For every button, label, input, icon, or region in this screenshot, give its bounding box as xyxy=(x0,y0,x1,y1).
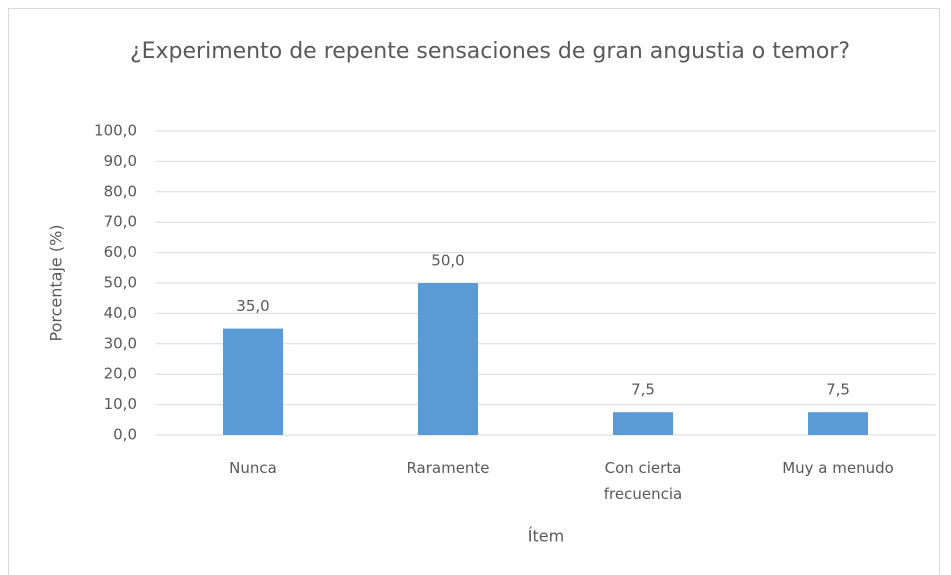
data-label: 50,0 xyxy=(431,252,464,270)
y-axis-title: Porcentaje (%) xyxy=(47,224,66,341)
y-tick-label: 60,0 xyxy=(104,243,137,261)
data-label: 35,0 xyxy=(236,297,269,315)
x-tick-label: Nunca xyxy=(229,459,277,477)
bar xyxy=(223,328,283,435)
x-tick-label: Con cierta frecuencia xyxy=(603,459,683,503)
y-tick-label: 90,0 xyxy=(104,152,137,170)
y-tick-label: 20,0 xyxy=(104,365,137,383)
y-tick-label: 10,0 xyxy=(104,395,137,413)
y-tick-label: 100,0 xyxy=(94,122,137,140)
bar xyxy=(613,412,673,435)
data-label: 7,5 xyxy=(631,381,655,399)
x-tick-label: Raramente xyxy=(406,459,490,477)
y-tick-label: 0,0 xyxy=(113,426,137,444)
y-tick-label: 40,0 xyxy=(104,304,137,322)
bar xyxy=(418,283,478,435)
chart-title: ¿Experimento de repente sensaciones de g… xyxy=(129,39,851,64)
y-tick-label: 50,0 xyxy=(104,274,137,292)
y-tick-label: 30,0 xyxy=(104,334,137,352)
chart-frame xyxy=(8,8,940,575)
data-label: 7,5 xyxy=(826,381,850,399)
bar xyxy=(808,412,868,435)
x-axis-title: Ítem xyxy=(528,527,564,546)
y-tick-label: 80,0 xyxy=(104,182,137,200)
x-tick-label: Muy a menudo xyxy=(782,459,894,477)
y-tick-label: 70,0 xyxy=(104,213,137,231)
